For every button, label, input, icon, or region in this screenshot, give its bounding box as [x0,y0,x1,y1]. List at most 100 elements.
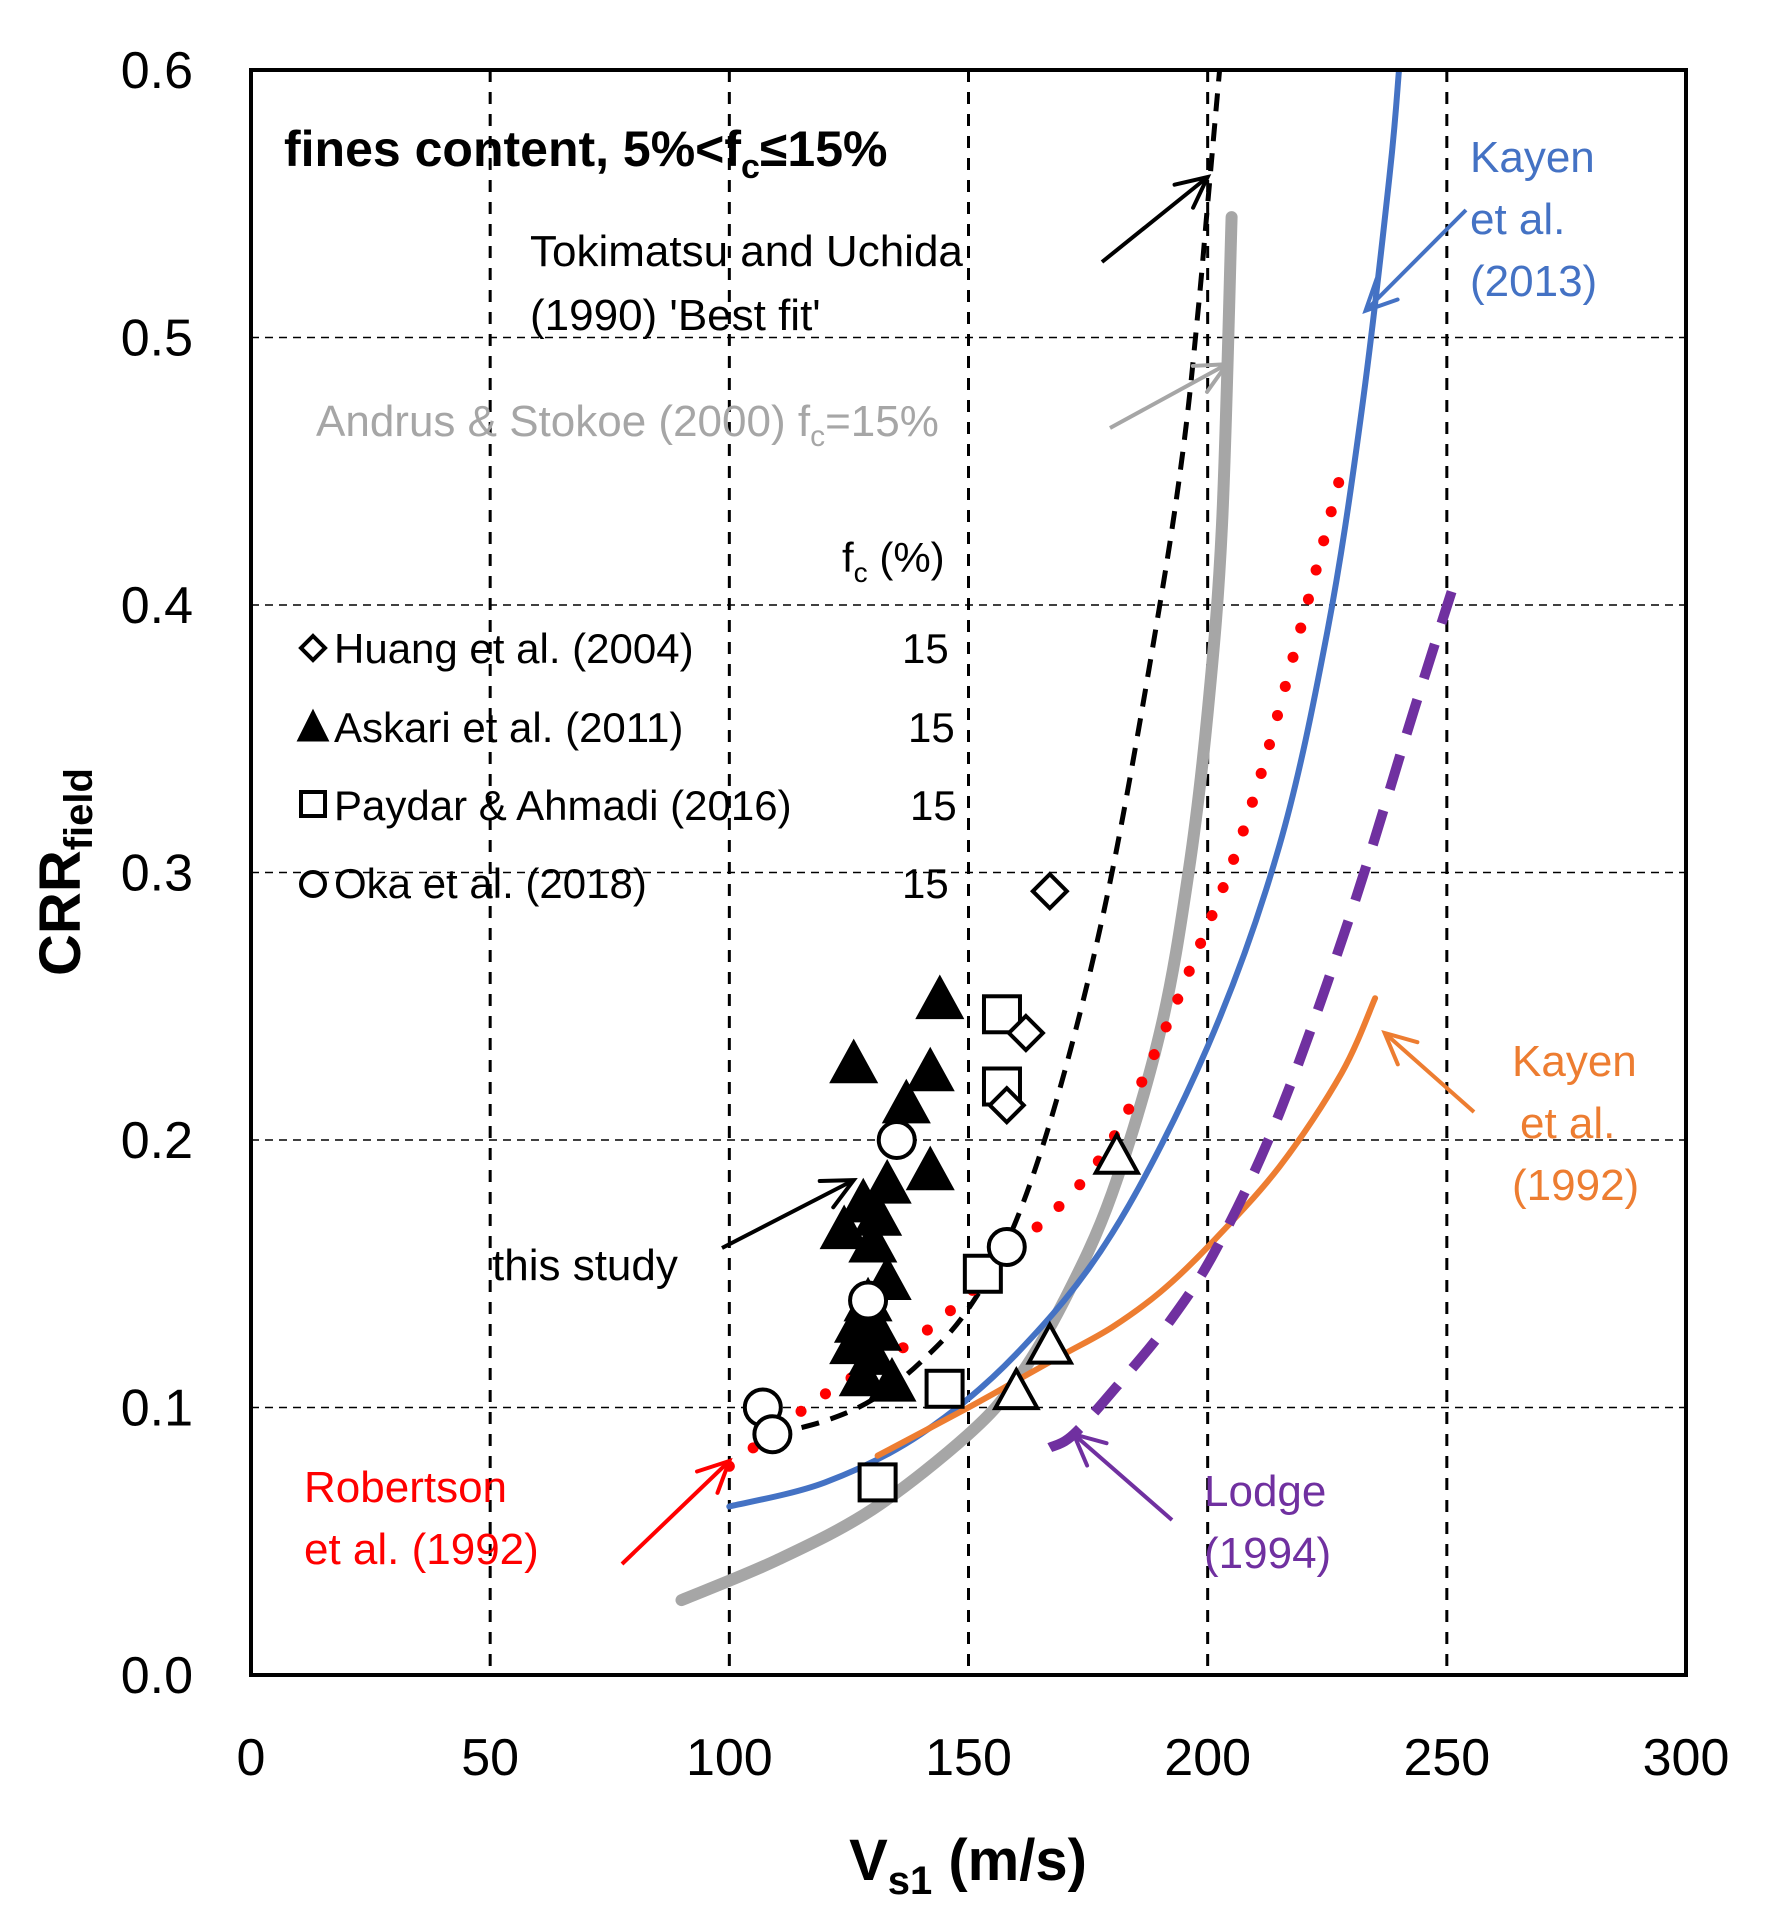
point-triangle-filled [862,1159,912,1204]
curve-line [675,211,1238,1607]
arrow-head [817,1178,858,1210]
legend-entry: Paydar & Ahmadi (2016) 15 [299,782,957,829]
point-circle-open [986,1227,1027,1267]
point-triangle-filled [848,1217,898,1263]
annotation-robertson-line2: et al. (1992) [304,1525,539,1574]
x-tick-label: 100 [686,1729,773,1787]
y-tick-label: 0.3 [121,845,193,903]
arrow-shaft [620,1459,731,1566]
y-tick-label: 0.1 [121,1380,193,1438]
point-circle-open [876,1120,917,1160]
y-axis-title-sub: field [57,768,101,850]
point-triangle-filled [838,1351,888,1397]
legend-header-sub: c [854,557,868,588]
legend-fc: 15 [902,625,949,672]
point-circle-open [752,1414,793,1455]
annotation-lodge: Lodge (1994) [1204,1467,1331,1578]
point-triangle-open [991,1365,1041,1411]
annotation-andrus-sub: c [810,420,825,453]
legend-label: Askari et al. (2011) [334,704,683,751]
x-axis-title-rest: (m/s) [932,1828,1087,1893]
legend-fc: 15 [910,782,957,829]
arrow-shaft [1072,1432,1174,1522]
point-square-open [981,994,1022,1035]
x-tick-label: 300 [1643,1729,1730,1787]
point-triangle-filled [819,1204,869,1250]
legend-label: Oka et al. (2018) [334,860,647,907]
legend-fc: 15 [902,860,949,907]
point-triangle-filled [881,1078,931,1124]
annotation-andrus-post: =15% [825,397,939,446]
chart-title-sub: c [741,148,760,186]
arrow-head [695,1457,733,1495]
annotation-tokimatsu-line2: (1990) 'Best fit' [530,291,821,340]
y-tick-label: 0.5 [121,310,193,368]
legend-entry: Oka et al. (2018) 15 [299,860,949,907]
annotation-lodge-line2: (1994) [1204,1529,1331,1578]
annotation-andrus-pre: Andrus & Stokoe (2000) f [316,397,811,446]
x-tick-label: 0 [237,1729,266,1787]
point-triangle-filled [867,1356,917,1402]
annotation-robertson: Robertson et al. (1992) [304,1463,539,1574]
legend-header-rest: (%) [868,534,945,581]
y-axis-title-main: CRR [28,850,93,976]
arrow-shaft [721,1178,855,1250]
x-axis-title-main: V [849,1828,888,1893]
point-triangle-filled [829,1038,879,1084]
annotation-this-study: this study [492,1241,678,1290]
x-axis-title-sub: s1 [888,1859,933,1903]
x-tick-labels: 0 50 100 150 200 250 300 [237,1729,1730,1787]
plot-frame [249,68,1688,1677]
annotation-andrus: Andrus & Stokoe (2000) fc=15% [316,397,939,453]
legend-entry: Huang et al. (2004) 15 [298,625,949,672]
y-tick-label: 0.0 [121,1647,193,1705]
arrow-head [1172,174,1212,210]
arrow-shaft [1109,362,1228,430]
legend-marker-circle [299,870,327,898]
annotation-kayen2013-line3: (2013) [1470,257,1597,306]
point-square-open [857,1462,898,1503]
annotation-tokimatsu: Tokimatsu and Uchida (1990) 'Best fit' [530,227,963,340]
curve-line [771,70,1223,1437]
legend-entry: Askari et al. (2011) 15 [296,704,955,751]
annotation-kayen1992-line1: Kayen [1512,1037,1637,1086]
point-square-open [924,1368,965,1409]
point-diamond-open [986,1085,1027,1126]
y-axis-title: CRRfield [28,768,101,976]
legend-label: Paydar & Ahmadi (2016) [334,782,792,829]
annotation-robertson-line1: Robertson [304,1463,507,1512]
annotation-tokimatsu-line1: Tokimatsu and Uchida [530,227,963,276]
annotation-arrows [620,174,1476,1566]
legend-marker-triangle [296,708,330,742]
legend-marker-square [299,790,327,818]
x-axis-title: Vs1 (m/s) [849,1828,1087,1903]
chart-title-pre: fines content, 5%<f [284,121,741,177]
annotation-kayen2013-line2: et al. [1470,195,1565,244]
legend-label: Huang et al. (2004) [334,625,694,672]
point-triangle-filled [915,974,965,1020]
legend-header-main: f [842,534,854,581]
y-tick-labels: 0.0 0.1 0.2 0.3 0.4 0.5 0.6 [121,42,193,1705]
arrow-head [1362,276,1400,315]
legend-fc: 15 [908,704,955,751]
arrow-head [1070,1431,1109,1468]
x-tick-label: 50 [461,1729,519,1787]
arrow-shaft [1100,175,1209,264]
arrow-head [1381,1029,1420,1067]
legend: fc (%) Huang et al. (2004) 15 Askari et … [296,534,957,907]
annotation-kayen2013-line1: Kayen [1470,133,1595,182]
curve-line [1047,590,1457,1453]
arrow-shaft [1364,208,1468,313]
x-tick-label: 250 [1403,1729,1490,1787]
point-diamond-open [1029,871,1070,912]
annotation-kayen2013: Kayen et al. (2013) [1470,133,1597,306]
annotation-kayen1992: Kayen et al. (1992) [1512,1037,1639,1210]
curve-line [874,995,1379,1459]
y-tick-label: 0.4 [121,577,193,635]
scatter-points [742,871,1142,1503]
point-diamond-open [1006,1013,1046,1053]
annotation-kayen1992-line2: et al. [1520,1099,1615,1148]
legend-header: fc (%) [842,534,945,588]
